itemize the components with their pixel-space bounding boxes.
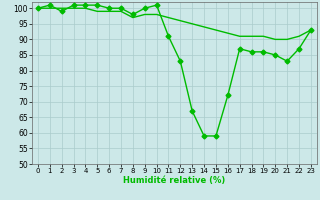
X-axis label: Humidité relative (%): Humidité relative (%) [123,176,226,185]
